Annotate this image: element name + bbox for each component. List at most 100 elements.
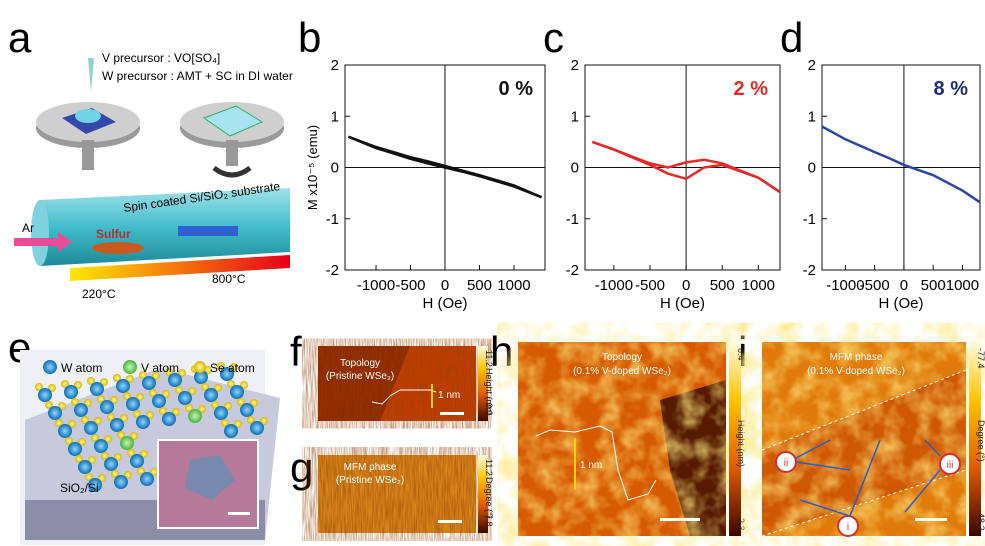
w-precursor: W precursor : AMT + SC in DI water	[102, 69, 293, 83]
w-atom	[214, 406, 228, 420]
colorbar-max: 6.4	[736, 348, 746, 361]
y-tick-label: -2	[803, 262, 816, 279]
x-tick-label: 1000	[946, 277, 979, 294]
spindle	[82, 140, 94, 170]
afm-i: ii iii i MFM phase (0.1% V-doped WSe₂) -…	[762, 342, 985, 536]
x-tick-label: -500	[635, 277, 665, 294]
w-atom	[240, 403, 254, 417]
w-atom	[104, 457, 118, 471]
afm-subtitle: (0.1% V-doped WSe₂)	[807, 366, 905, 377]
colorbar-unit: Degree (°)	[484, 477, 494, 519]
w-atom	[84, 421, 98, 435]
y-tick-label: 2	[808, 57, 816, 74]
w-atom	[68, 442, 82, 456]
y-tick-label: 0	[808, 160, 816, 177]
spindle	[226, 140, 238, 166]
marker-label: i	[847, 522, 849, 533]
w-atom	[224, 424, 238, 438]
colorbar-max: 11.2	[484, 459, 494, 476]
substrates	[178, 226, 238, 236]
y-tick-label: 0	[331, 160, 339, 177]
scale-bar	[915, 518, 947, 521]
gas-label: Ar	[22, 221, 34, 235]
w-atom	[64, 385, 78, 399]
w-atom	[168, 373, 182, 387]
afm-subtitle: (0.1% V-doped WSe₂)	[573, 366, 671, 377]
w-atom	[230, 385, 244, 399]
x-axis-title: H (Oe)	[879, 295, 924, 312]
y-tick-label: 1	[808, 108, 816, 125]
w-atom	[126, 397, 140, 411]
x-tick-label: -1000	[357, 277, 395, 294]
scale-label: 1 nm	[580, 460, 602, 471]
x-axis-title: H (Oe)	[660, 295, 705, 312]
w-atom	[152, 394, 166, 408]
colorbar-min: 2.3	[736, 518, 746, 531]
temp-high: 800°C	[212, 272, 246, 286]
w-atom	[74, 403, 88, 417]
colorbar-unit: Height (nm)	[484, 368, 494, 415]
w-atom	[38, 388, 52, 402]
w-atom	[94, 439, 108, 453]
y-tick-label: 1	[571, 108, 579, 125]
legend-label: V atom	[141, 361, 179, 375]
panel-label: g	[290, 444, 313, 491]
w-atom	[250, 421, 264, 435]
charts: -2-1012-1000-50005001000H (Oe)M x10⁻⁵ (e…	[305, 57, 980, 312]
w-atom	[48, 406, 62, 420]
scale-bar	[228, 512, 250, 515]
x-tick-label: 0	[441, 277, 449, 294]
marker-label: iii	[947, 460, 954, 471]
y-tick-label: -1	[803, 211, 816, 228]
afm-title: Topology	[340, 358, 380, 369]
temp-low: 220°C	[82, 287, 116, 301]
y-tick-label: -1	[566, 211, 579, 228]
afm-f: Topology (Pristine WSe₂) 1 nm 11.2 0.0 H…	[318, 346, 494, 421]
colorbar-unit: Degree (°)	[976, 420, 985, 462]
w-atom	[204, 388, 218, 402]
x-tick-label: 0	[682, 277, 690, 294]
x-tick-label: 1000	[742, 277, 775, 294]
afm-subtitle: (Pristine WSe₂)	[336, 475, 404, 486]
sulfur-label: Sulfur	[96, 227, 131, 241]
schematic-a: V precursor : VO[SO₄] W precursor : AMT …	[14, 51, 293, 301]
w-atom	[58, 424, 72, 438]
pipette	[88, 58, 94, 92]
afm-title: Topology	[602, 352, 642, 363]
x-tick-label: -500	[860, 277, 890, 294]
colorbar-max: 11.2	[484, 350, 494, 367]
scale-bar	[440, 412, 464, 415]
w-atom	[130, 454, 144, 468]
droplet	[75, 109, 101, 123]
scale-label: 1 nm	[438, 390, 460, 401]
y-tick-label: 1	[331, 108, 339, 125]
rotation-arrow	[214, 168, 250, 175]
y-tick-label: 0	[571, 160, 579, 177]
x-tick-label: -500	[396, 277, 426, 294]
x-axis-title: H (Oe)	[423, 295, 468, 312]
colorbar-min: -48.2	[976, 510, 985, 531]
panel-label: f	[290, 328, 302, 375]
w-atom	[178, 391, 192, 405]
legend-label: Se atom	[210, 361, 255, 375]
v-atom	[188, 409, 202, 423]
w-atom	[100, 400, 114, 414]
v-atom	[120, 436, 134, 450]
w-atom	[110, 418, 124, 432]
substrate-label: SiO₂/Si	[60, 481, 99, 495]
legend-w	[43, 360, 57, 374]
w-atom	[116, 379, 130, 393]
colorbar-max: -77.4	[976, 348, 985, 369]
w-atom	[162, 412, 176, 426]
sulfur-boat	[92, 242, 144, 254]
annotation: 2 %	[734, 78, 769, 100]
y-axis-title: M x10⁻⁵ (emu)	[305, 125, 320, 210]
x-tick-label: 500	[467, 277, 492, 294]
data-line	[822, 127, 980, 203]
afm-subtitle: (Pristine WSe₂)	[326, 371, 394, 382]
panel-label: c	[543, 14, 564, 61]
y-tick-label: 2	[571, 57, 579, 74]
annotation: 8 %	[934, 78, 969, 100]
panel-label: a	[8, 14, 32, 61]
afm-h: Topology (0.1% V-doped WSe₂) 1 nm 6.4 2.…	[518, 342, 746, 536]
